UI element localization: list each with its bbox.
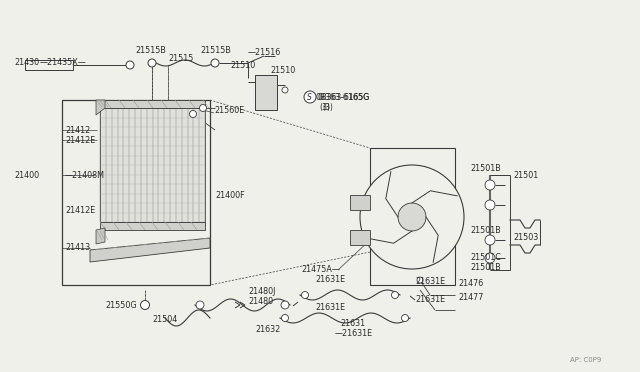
Circle shape bbox=[360, 165, 464, 269]
Text: 21476: 21476 bbox=[458, 279, 483, 289]
Text: 21501B: 21501B bbox=[470, 263, 500, 273]
Text: 21501: 21501 bbox=[513, 170, 538, 180]
Bar bbox=[25, 60, 73, 70]
Text: 21631: 21631 bbox=[340, 318, 365, 327]
Polygon shape bbox=[90, 238, 210, 262]
Text: 21412: 21412 bbox=[65, 125, 90, 135]
Text: 21560E: 21560E bbox=[214, 106, 244, 115]
Circle shape bbox=[281, 301, 289, 309]
Text: 21504: 21504 bbox=[152, 315, 177, 324]
Text: 21501B: 21501B bbox=[470, 164, 500, 173]
Text: —21631E: —21631E bbox=[335, 328, 373, 337]
Circle shape bbox=[485, 253, 495, 263]
Circle shape bbox=[282, 314, 289, 321]
Bar bbox=[100, 108, 205, 222]
Text: —21516: —21516 bbox=[248, 48, 281, 57]
Circle shape bbox=[189, 110, 196, 118]
Circle shape bbox=[485, 200, 495, 210]
Text: 21400F: 21400F bbox=[215, 190, 244, 199]
Text: 21475A—: 21475A— bbox=[301, 266, 340, 275]
Text: 21480: 21480 bbox=[248, 296, 273, 305]
Circle shape bbox=[485, 235, 495, 245]
Circle shape bbox=[301, 292, 308, 298]
Circle shape bbox=[282, 87, 288, 93]
Text: —21435X—: —21435X— bbox=[40, 58, 87, 67]
Polygon shape bbox=[96, 100, 105, 115]
Circle shape bbox=[401, 314, 408, 321]
Text: 21632: 21632 bbox=[255, 326, 280, 334]
Text: 21413: 21413 bbox=[65, 244, 90, 253]
Text: —21408M: —21408M bbox=[65, 170, 105, 180]
Text: (3): (3) bbox=[322, 103, 333, 112]
Text: 21515B: 21515B bbox=[200, 45, 231, 55]
Text: 21631E: 21631E bbox=[415, 295, 445, 305]
Polygon shape bbox=[100, 222, 205, 230]
Circle shape bbox=[398, 203, 426, 231]
Text: 21412E: 21412E bbox=[65, 135, 95, 144]
Text: 21477: 21477 bbox=[458, 292, 483, 301]
Circle shape bbox=[417, 277, 423, 283]
Text: 21515B: 21515B bbox=[135, 45, 166, 55]
Circle shape bbox=[304, 91, 316, 103]
Polygon shape bbox=[350, 195, 370, 210]
Circle shape bbox=[141, 301, 150, 310]
Text: S: S bbox=[307, 93, 312, 102]
Text: 21510: 21510 bbox=[270, 65, 295, 74]
Text: 21550G: 21550G bbox=[105, 301, 136, 310]
Circle shape bbox=[211, 59, 219, 67]
Circle shape bbox=[148, 59, 156, 67]
Bar bbox=[255, 75, 277, 110]
Bar bbox=[370, 148, 455, 285]
Circle shape bbox=[196, 301, 204, 309]
Text: 21631E: 21631E bbox=[315, 302, 345, 311]
Text: 21503: 21503 bbox=[513, 232, 538, 241]
Text: 08363-6165G: 08363-6165G bbox=[318, 93, 371, 102]
Polygon shape bbox=[350, 230, 370, 245]
Text: 21400: 21400 bbox=[14, 170, 39, 180]
Polygon shape bbox=[96, 228, 105, 244]
Text: 21631E: 21631E bbox=[315, 276, 345, 285]
Text: 21510: 21510 bbox=[231, 61, 256, 70]
Text: 21430: 21430 bbox=[14, 58, 39, 67]
Text: AP: C0P9: AP: C0P9 bbox=[570, 357, 602, 363]
Bar bbox=[62, 100, 210, 285]
Circle shape bbox=[126, 61, 134, 69]
Circle shape bbox=[485, 180, 495, 190]
Text: 21412E: 21412E bbox=[65, 205, 95, 215]
Text: 21480J: 21480J bbox=[248, 288, 275, 296]
Text: 21501B: 21501B bbox=[470, 225, 500, 234]
Text: (3): (3) bbox=[319, 103, 330, 112]
Circle shape bbox=[392, 292, 399, 298]
Circle shape bbox=[200, 105, 207, 112]
Text: 21631E: 21631E bbox=[415, 278, 445, 286]
Text: 21501C: 21501C bbox=[470, 253, 501, 263]
Polygon shape bbox=[100, 100, 205, 108]
Text: 08363-6165G: 08363-6165G bbox=[316, 93, 371, 102]
Text: 21515: 21515 bbox=[168, 54, 193, 62]
